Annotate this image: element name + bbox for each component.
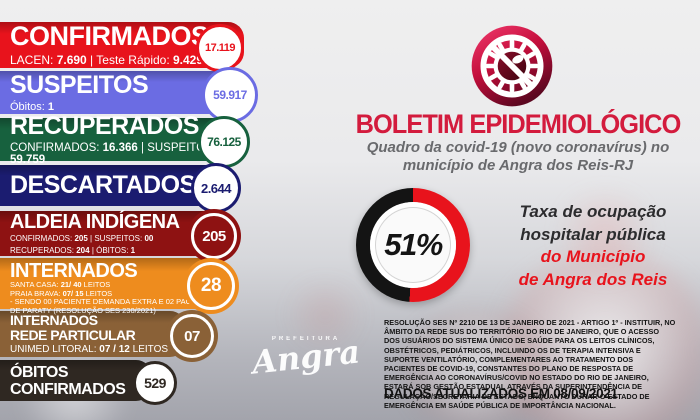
stat-subtext: Óbitos: 1 xyxy=(10,100,55,113)
stat-bar-internados: INTERNADOS SANTA CASA: 21/ 40 LEITOS PRA… xyxy=(0,258,235,314)
stat-label: DESCARTADOS xyxy=(10,171,196,199)
stat-label: SUSPEITOS xyxy=(10,70,149,99)
stat-subtext: CONFIRMADOS: 16.366 | SUSPEITOS: 59.759 xyxy=(10,141,217,166)
occupancy-caption-line1: Taxa de ocupação xyxy=(519,202,667,221)
page-subtitle: Quadro da covid-19 (novo coronavírus) no… xyxy=(340,139,696,175)
stat-label: ALDEIA INDÍGENA xyxy=(10,211,180,233)
data-updated-label: DADOS ATUALIZADOS EM 08/09/2021 xyxy=(384,386,618,401)
page-title: BOLETIM EPIDEMIOLÓGICO xyxy=(355,109,682,139)
stat-bar-obitos-confirmados: ÓBITOS CONFIRMADOS 529 xyxy=(0,360,177,405)
stat-badge: 205 xyxy=(191,213,237,259)
stat-subtext: PRAIA BRAVA: 07/ 15 LEITOS xyxy=(10,288,113,298)
occupancy-caption-line2: hospitalar pública xyxy=(520,224,666,244)
resolution-finetext: RESOLUÇÃO SES Nº 2210 DE 13 DE JANEIRO D… xyxy=(384,318,676,410)
stat-subtext: CONFIRMADOS: 205 | SUSPEITOS: 00 xyxy=(10,234,154,243)
stat-label: INTERNADOS xyxy=(10,260,138,282)
stat-label: REDE PARTICULAR xyxy=(10,326,136,343)
stat-subtext: - SENDO 00 PACIENTE DEMANDA EXTRA E 02 P… xyxy=(10,297,219,307)
stat-subtext: RECUPERADOS: 204 | ÓBITOS: 1 xyxy=(10,245,136,255)
occupancy-percent: 51% xyxy=(384,227,443,262)
stat-bar-aldeia-indigena: ALDEIA INDÍGENA CONFIRMADOS: 205 | SUSPE… xyxy=(0,211,237,259)
stat-subtext: UNIMED LITORAL: 07 / 12 LEITOS xyxy=(10,344,169,355)
stat-bar-internados-rede-particular: INTERNADOS REDE PARTICULAR UNIMED LITORA… xyxy=(0,311,214,358)
stat-badge: 07 xyxy=(170,314,214,358)
stat-label: INTERNADOS xyxy=(10,312,98,328)
occupancy-caption-line3: do Município xyxy=(540,247,646,266)
page-subtitle-line2: município de Angra dos Reis-RJ xyxy=(402,157,634,174)
occupancy-caption-line4: de Angra dos Reis xyxy=(518,269,668,289)
stat-subtext: DE PARATY (RESOLUÇÃO SES 230/2021) xyxy=(10,305,156,315)
stat-label: CONFIRMADOS xyxy=(10,21,209,51)
stat-label: CONFIRMADOS xyxy=(10,380,126,398)
occupancy-donut-hole: 51% xyxy=(370,202,456,288)
stat-badge: 529 xyxy=(133,361,177,405)
prefeitura-angra-logo: PREFEITURA Angra xyxy=(246,332,366,381)
stat-subtext: LACEN: 7.690 | Teste Rápido: 9.429 xyxy=(10,53,204,67)
stat-badge: 76.125 xyxy=(198,116,250,168)
stat-label: ÓBITOS xyxy=(10,363,69,381)
stat-badge: 59.917 xyxy=(202,67,258,123)
logo-angra-script: Angra xyxy=(250,332,362,382)
page-subtitle-line1: Quadro da covid-19 (novo coronavírus) no xyxy=(366,139,670,156)
stat-subtext: SANTA CASA: 21/ 40 LEITOS xyxy=(10,280,111,289)
occupancy-caption: Taxa de ocupação hospitalar pública do M… xyxy=(498,201,688,291)
stat-badge: 17.119 xyxy=(196,24,244,72)
logo-prefeitura-text: PREFEITURA xyxy=(271,336,341,342)
occupancy-donut: 51% xyxy=(356,188,470,302)
stat-badge: 2.644 xyxy=(191,163,241,213)
stat-bar-suspeitos: SUSPEITOS Óbitos: 1 59.917 xyxy=(0,67,258,123)
no-virus-icon xyxy=(471,25,553,107)
stat-bar-recuperados: RECUPERADOS CONFIRMADOS: 16.366 | SUSPEI… xyxy=(0,113,250,168)
stat-bar-confirmados: CONFIRMADOS LACEN: 7.690 | Teste Rápido:… xyxy=(0,21,244,72)
stat-label: RECUPERADOS xyxy=(10,111,199,140)
stat-badge: 28 xyxy=(187,262,235,310)
stat-bar-descartados: DESCARTADOS 2.644 xyxy=(0,163,241,213)
